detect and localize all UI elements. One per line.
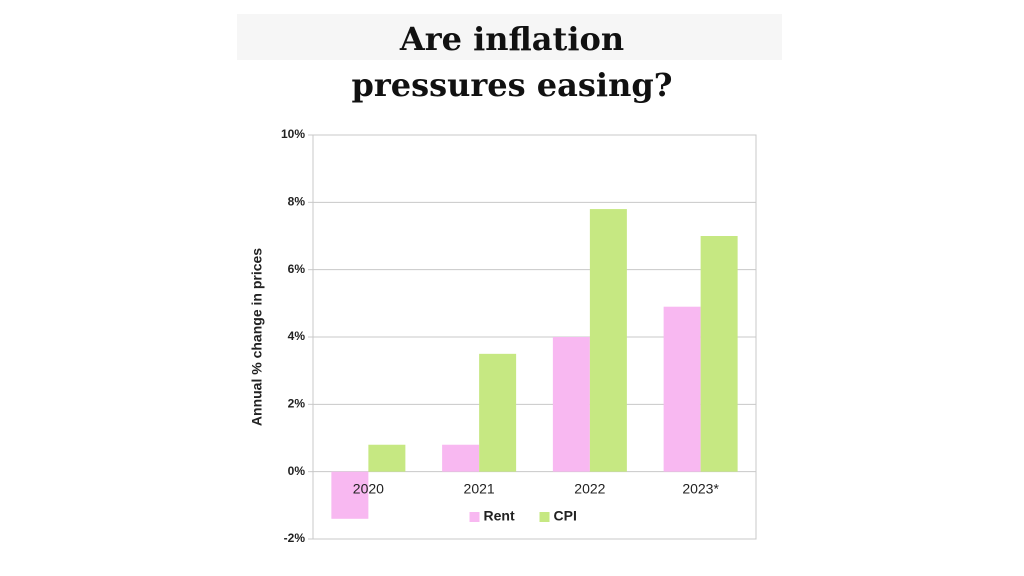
- bar: [589, 209, 627, 472]
- legend-label: Rent: [484, 508, 515, 524]
- y-tick-label: 6%: [288, 262, 306, 276]
- x-tick-label: 2021: [464, 480, 495, 496]
- legend-swatch: [539, 512, 550, 522]
- bar: [552, 337, 590, 472]
- bar: [331, 471, 369, 519]
- x-tick-label: 2022: [574, 480, 605, 496]
- bar: [700, 236, 738, 472]
- y-tick-label: 2%: [288, 397, 306, 411]
- bar: [442, 444, 480, 472]
- y-axis-title: Annual % change in prices: [249, 248, 265, 426]
- y-tick-label: 4%: [288, 329, 306, 343]
- y-tick-label: 0%: [288, 464, 306, 478]
- bar: [368, 444, 406, 472]
- y-tick-label: 8%: [288, 195, 306, 209]
- x-tick-label: 2020: [353, 480, 384, 496]
- bar: [663, 306, 701, 472]
- title-background: [237, 14, 782, 60]
- x-tick-label: 2023*: [682, 480, 719, 496]
- y-tick-label: 10%: [281, 127, 305, 141]
- legend-label: CPI: [554, 508, 577, 524]
- bar: [479, 353, 517, 472]
- legend-swatch: [469, 512, 480, 522]
- plot-border: [312, 134, 757, 540]
- chart-title: Are inflation pressures easing?: [351, 20, 673, 104]
- y-tick-label: -2%: [284, 531, 306, 545]
